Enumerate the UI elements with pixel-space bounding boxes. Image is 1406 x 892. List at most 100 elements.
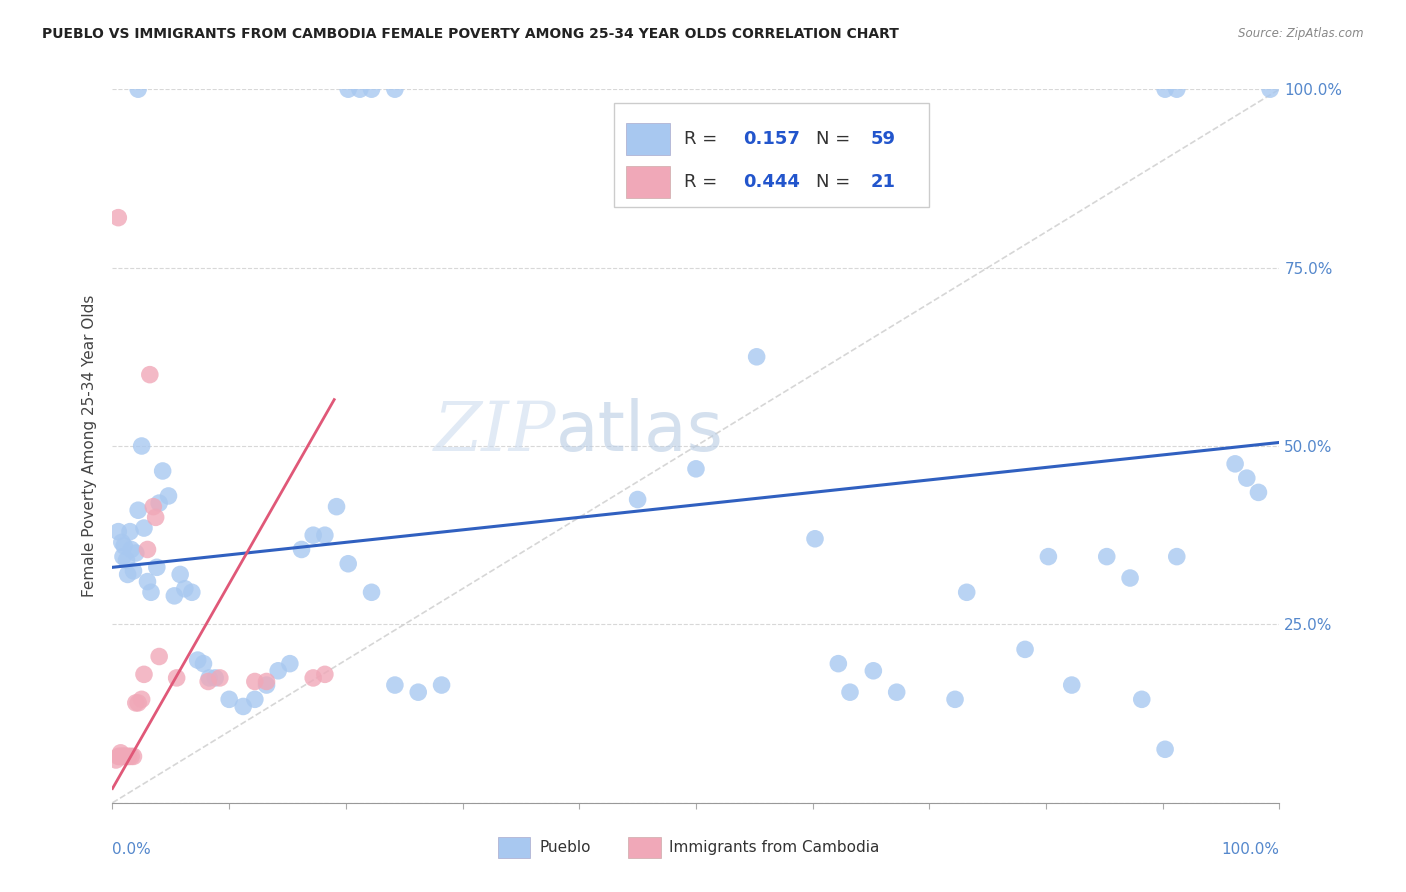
Point <box>139 368 162 382</box>
Y-axis label: Female Poverty Among 25-34 Year Olds: Female Poverty Among 25-34 Year Olds <box>82 295 97 597</box>
Point <box>1154 742 1177 756</box>
Point <box>107 524 129 539</box>
Point <box>104 753 127 767</box>
Point <box>187 653 209 667</box>
Point <box>146 560 169 574</box>
Point <box>243 692 266 706</box>
Point <box>627 492 650 507</box>
Text: Source: ZipAtlas.com: Source: ZipAtlas.com <box>1239 27 1364 40</box>
Point <box>111 535 134 549</box>
Point <box>1247 485 1270 500</box>
Text: ZIP: ZIP <box>433 399 555 465</box>
Bar <box>628 837 661 858</box>
Text: atlas: atlas <box>555 398 724 466</box>
Point <box>132 521 155 535</box>
Point <box>827 657 849 671</box>
Point <box>131 439 153 453</box>
Point <box>163 589 186 603</box>
Point <box>131 692 153 706</box>
Point <box>337 557 360 571</box>
Point <box>1119 571 1142 585</box>
Point <box>256 674 278 689</box>
Point <box>267 664 290 678</box>
Point <box>360 585 382 599</box>
Point <box>107 749 129 764</box>
Point <box>218 692 240 706</box>
Point <box>278 657 301 671</box>
Point <box>745 350 768 364</box>
Point <box>1166 82 1188 96</box>
Point <box>120 542 142 557</box>
Point <box>173 582 195 596</box>
Point <box>112 749 135 764</box>
Point <box>886 685 908 699</box>
Text: Immigrants from Cambodia: Immigrants from Cambodia <box>669 839 880 855</box>
Point <box>1166 549 1188 564</box>
Point <box>166 671 188 685</box>
Bar <box>498 837 530 858</box>
Point <box>118 749 141 764</box>
Point <box>1038 549 1060 564</box>
Point <box>290 542 312 557</box>
Point <box>1258 82 1281 96</box>
Text: 0.0%: 0.0% <box>112 842 152 857</box>
Point <box>117 567 139 582</box>
Point <box>1130 692 1153 706</box>
Point <box>157 489 180 503</box>
Point <box>839 685 862 699</box>
Point <box>114 749 136 764</box>
Text: 100.0%: 100.0% <box>1222 842 1279 857</box>
Point <box>111 749 134 764</box>
Point <box>384 678 406 692</box>
Text: 0.444: 0.444 <box>742 173 800 191</box>
Point <box>148 496 170 510</box>
Point <box>337 82 360 96</box>
Point <box>204 671 226 685</box>
Point <box>127 503 149 517</box>
Text: R =: R = <box>685 173 723 191</box>
Point <box>197 674 219 689</box>
Point <box>1236 471 1258 485</box>
Point <box>180 585 202 599</box>
Point <box>107 211 129 225</box>
Point <box>142 500 165 514</box>
Point <box>302 671 325 685</box>
FancyBboxPatch shape <box>614 103 929 207</box>
Point <box>148 649 170 664</box>
Point <box>685 462 707 476</box>
Text: 0.157: 0.157 <box>742 130 800 148</box>
Point <box>1014 642 1036 657</box>
Point <box>430 678 453 692</box>
Point <box>152 464 174 478</box>
Point <box>169 567 191 582</box>
Text: 59: 59 <box>870 130 896 148</box>
Bar <box>626 166 671 198</box>
Point <box>243 674 266 689</box>
Text: R =: R = <box>685 130 723 148</box>
Point <box>314 528 336 542</box>
Bar <box>626 123 671 155</box>
Point <box>193 657 215 671</box>
Point <box>198 671 221 685</box>
Point <box>256 678 278 692</box>
Point <box>136 542 159 557</box>
Point <box>108 749 131 764</box>
Text: N =: N = <box>815 173 851 191</box>
Text: N =: N = <box>815 130 851 148</box>
Point <box>111 549 134 564</box>
Point <box>125 696 148 710</box>
Point <box>1060 678 1083 692</box>
Point <box>943 692 966 706</box>
Point <box>117 749 139 764</box>
Point <box>110 746 132 760</box>
Point <box>136 574 159 589</box>
Point <box>1095 549 1118 564</box>
Point <box>115 553 138 567</box>
Point <box>122 564 145 578</box>
Point <box>125 546 148 560</box>
Point <box>120 749 142 764</box>
Point <box>122 749 145 764</box>
Point <box>384 82 406 96</box>
Point <box>314 667 336 681</box>
Point <box>956 585 979 599</box>
